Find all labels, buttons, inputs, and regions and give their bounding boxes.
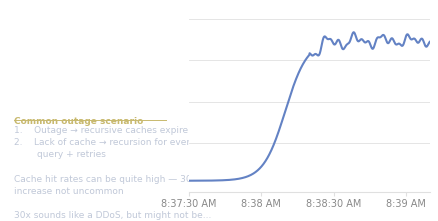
Text: 1.    Outage → recursive caches expire
2.    Lack of cache → recursion for every: 1. Outage → recursive caches expire 2. L… [14,126,211,221]
Text: Common outage scenario: Common outage scenario [14,117,143,126]
Text: Auth server
outages: Auth server outages [14,27,180,78]
